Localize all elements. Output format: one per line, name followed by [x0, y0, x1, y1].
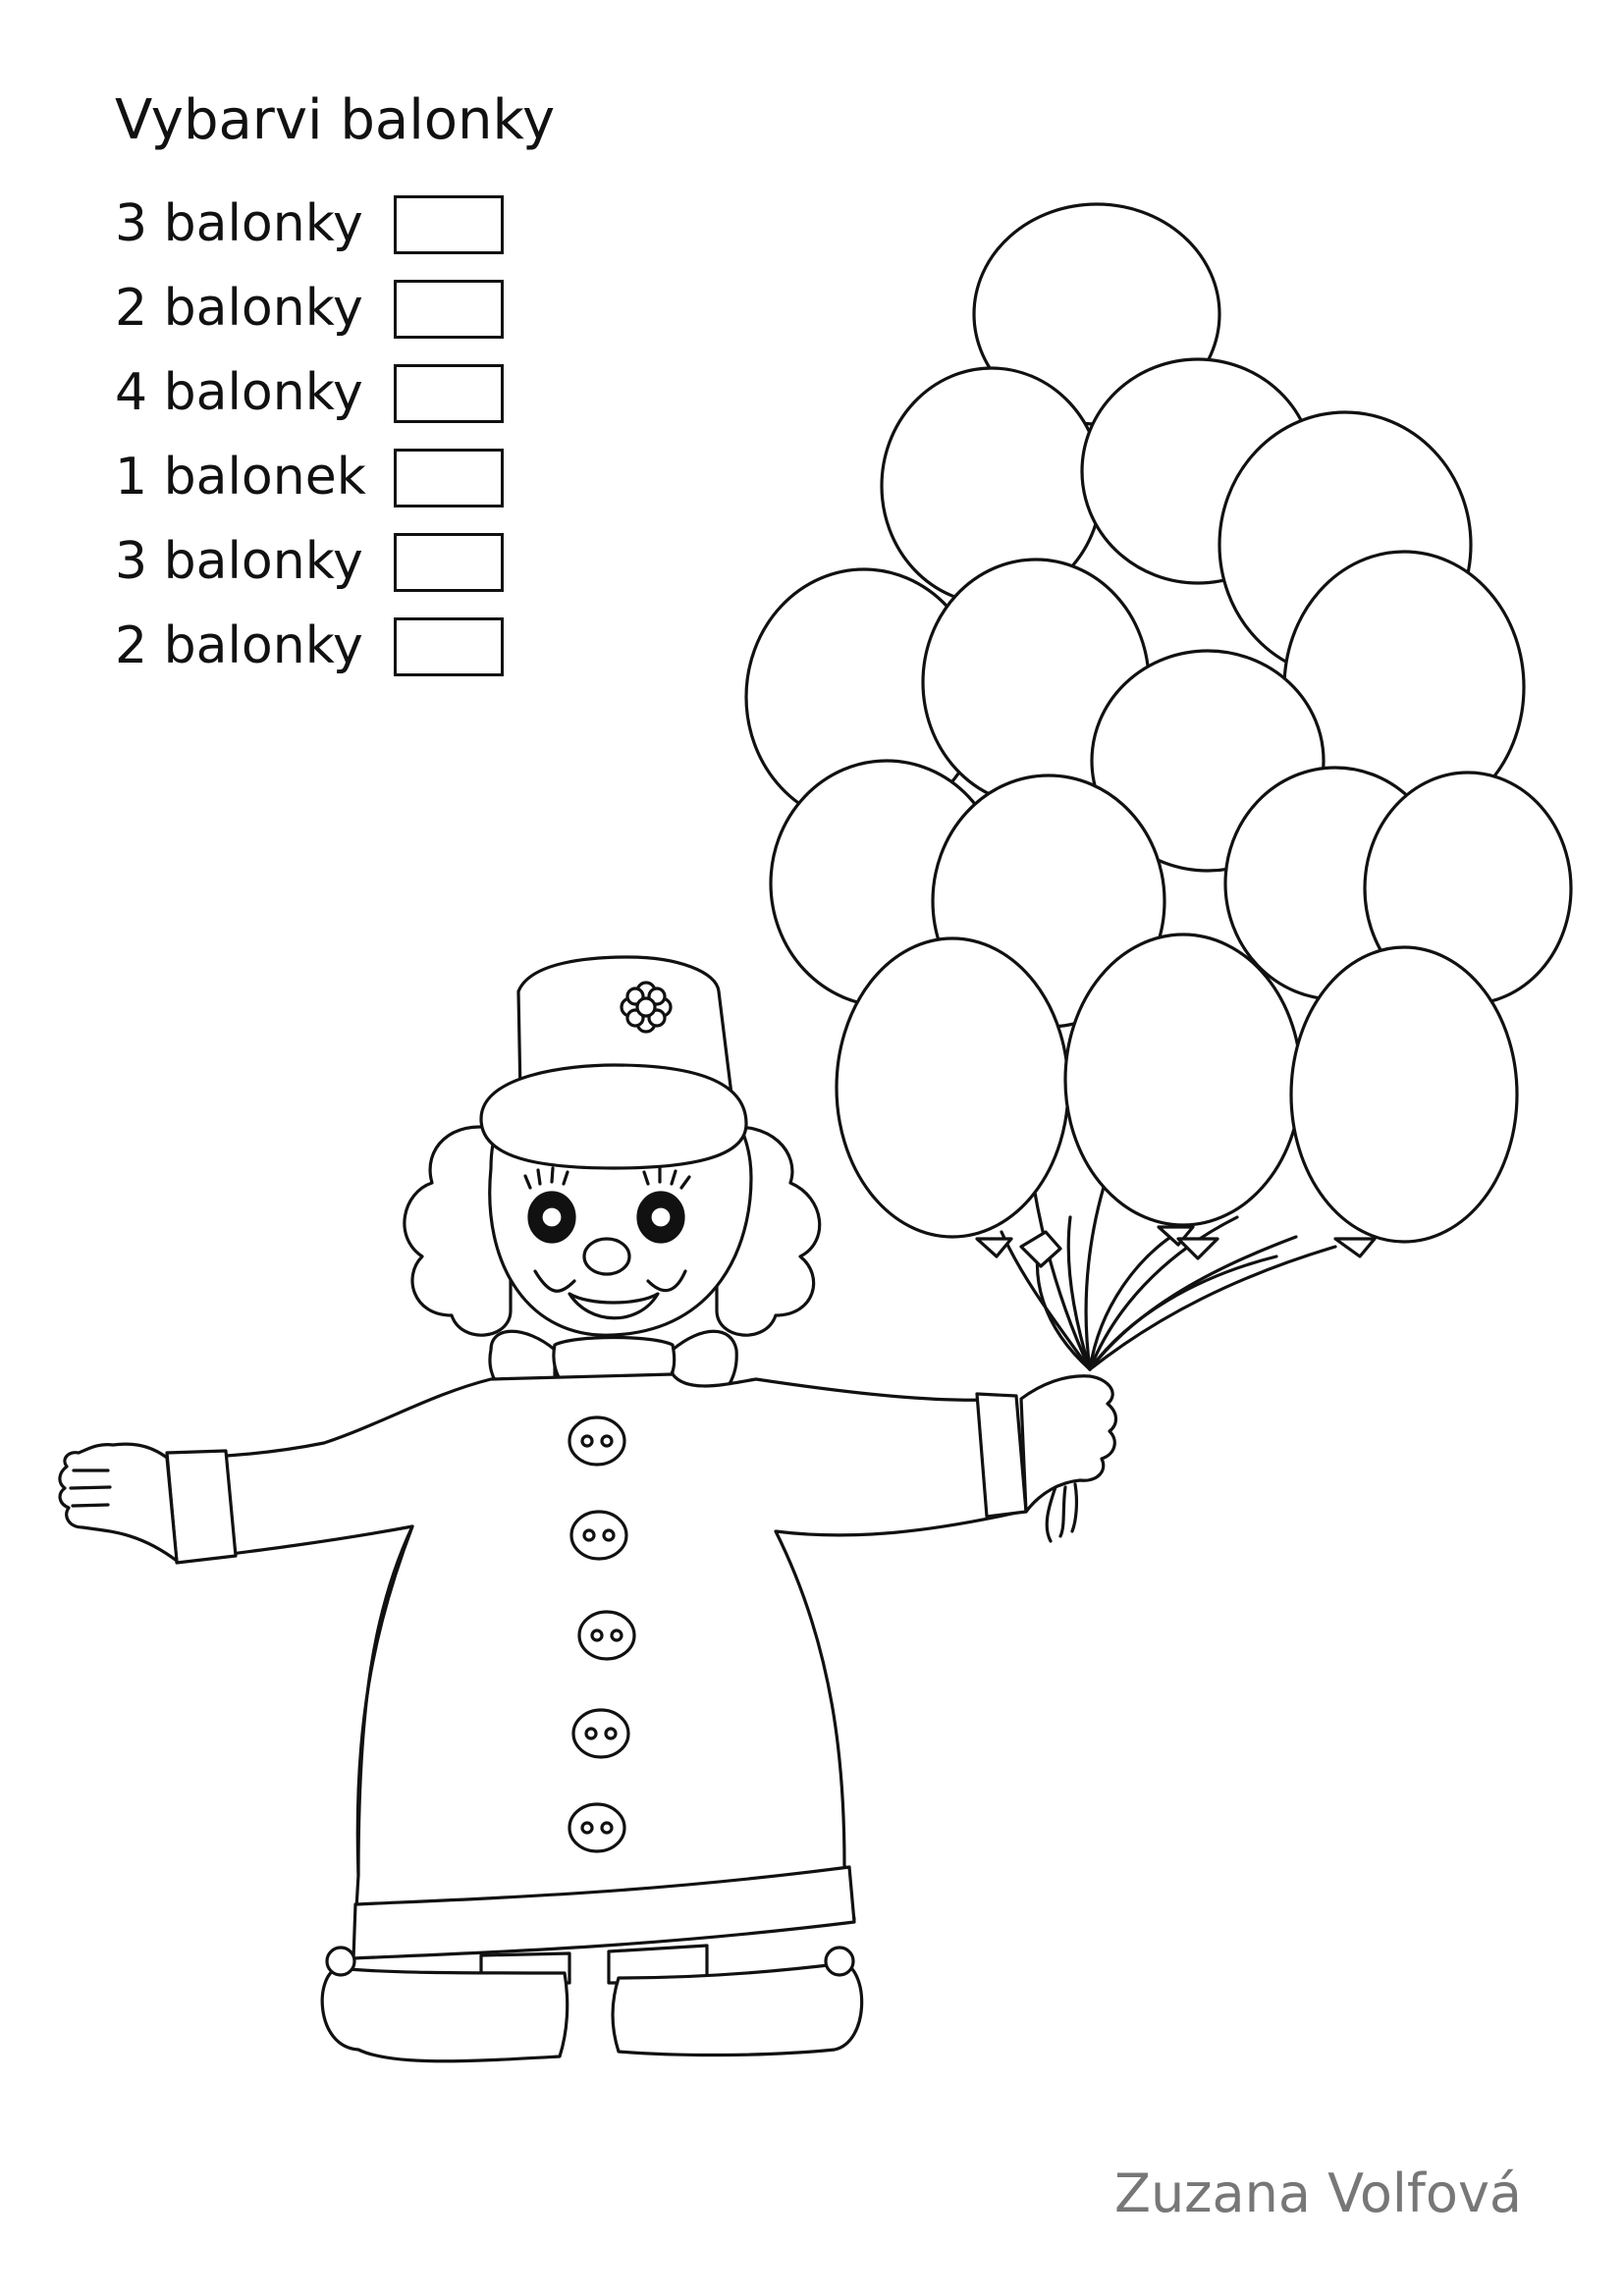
color-box-1[interactable]: [394, 195, 504, 254]
legend-label-6: 2 balonky: [115, 616, 363, 675]
clown-left-cuff[interactable]: [165, 1449, 238, 1565]
balloon-knots: [975, 1225, 1377, 1268]
flower-icon: [620, 981, 673, 1034]
right-shoe-pompom: [824, 1946, 855, 1977]
coat-button-1: [568, 1415, 626, 1467]
legend-row-6: 2 balonky: [115, 614, 527, 678]
clown-eyes: [523, 1166, 691, 1244]
legend-row-1: 3 balonky: [115, 191, 527, 256]
balloon-strings: [1000, 1166, 1337, 1371]
legend-row-4: 1 balonek: [115, 445, 527, 509]
clown-left-shoe[interactable]: [320, 1966, 569, 2063]
clown-hat-crown[interactable]: [516, 955, 733, 1096]
color-box-3[interactable]: [394, 364, 504, 423]
color-box-4[interactable]: [394, 449, 504, 507]
clown-right-shoe[interactable]: [611, 1961, 864, 2057]
legend-label-5: 3 balonky: [115, 532, 363, 591]
legend-label-1: 3 balonky: [115, 194, 363, 253]
coat-buttons: [568, 1415, 636, 1853]
legend-row-2: 2 balonky: [115, 276, 527, 341]
clown-hair-left[interactable]: [403, 1125, 513, 1337]
left-shoe-pompom: [325, 1946, 356, 1977]
coat-button-2: [569, 1510, 628, 1561]
balloon-14[interactable]: [1063, 933, 1303, 1227]
balloon-13[interactable]: [835, 936, 1070, 1239]
color-box-2[interactable]: [394, 280, 504, 339]
coat-button-5: [568, 1802, 626, 1853]
clown-right-hand[interactable]: [1019, 1374, 1118, 1514]
coat-button-4: [571, 1708, 630, 1759]
author-credit: Zuzana Volfová: [1113, 2163, 1522, 2224]
coat-button-3: [577, 1610, 636, 1661]
color-box-5[interactable]: [394, 533, 504, 592]
clown-right-cuff[interactable]: [975, 1392, 1028, 1519]
balloon-bunch: [744, 202, 1573, 1244]
clown-nose[interactable]: [582, 1237, 631, 1276]
balloon-15[interactable]: [1289, 945, 1519, 1244]
clown-mouth[interactable]: [568, 1292, 660, 1320]
legend-label-4: 1 balonek: [115, 448, 366, 507]
legend-label-2: 2 balonky: [115, 279, 363, 338]
color-box-6[interactable]: [394, 617, 504, 676]
legend-label-3: 4 balonky: [115, 363, 363, 422]
worksheet-title: Vybarvi balonky: [115, 88, 556, 152]
clown: [58, 955, 1118, 2063]
clown-left-hand[interactable]: [58, 1442, 179, 1563]
legend-row-3: 4 balonky: [115, 360, 527, 425]
clown-hat-brim[interactable]: [479, 1063, 748, 1170]
legend-row-5: 3 balonky: [115, 529, 527, 594]
clown-coat-hem[interactable]: [352, 1865, 856, 1960]
